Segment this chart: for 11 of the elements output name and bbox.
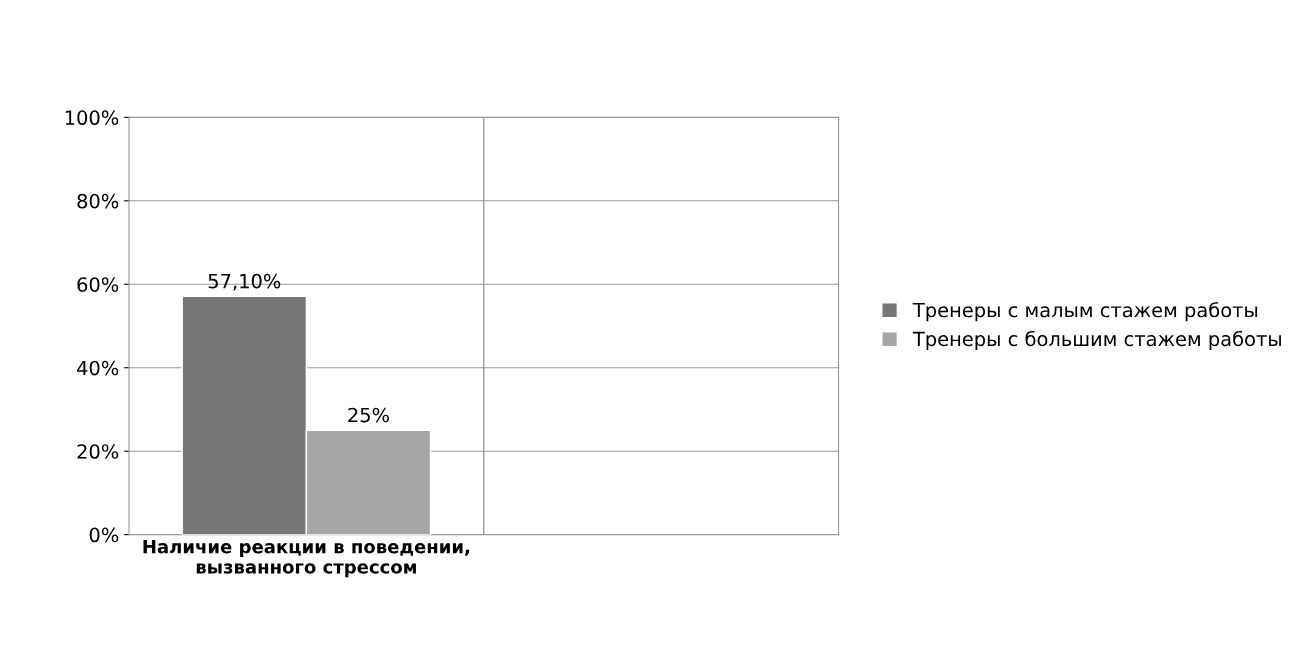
y-tick-label: 0% [89, 527, 119, 543]
y-tick-label: 100% [65, 110, 119, 126]
legend-label: Тренеры с большим стажем работы [912, 330, 1281, 351]
x-tick-label: Наличие реакции в поведении, вызванного стрессом [143, 540, 470, 578]
y-tick-label: 20% [77, 444, 119, 459]
legend-label: Тренеры с малым стажем работы [912, 301, 1258, 322]
data-label: 25% [348, 407, 389, 423]
y-tick-label: 80% [77, 193, 119, 209]
y-tick-label: 40% [77, 360, 119, 376]
data-label: 57,10% [208, 273, 281, 291]
y-tick-label: 60% [77, 277, 119, 292]
